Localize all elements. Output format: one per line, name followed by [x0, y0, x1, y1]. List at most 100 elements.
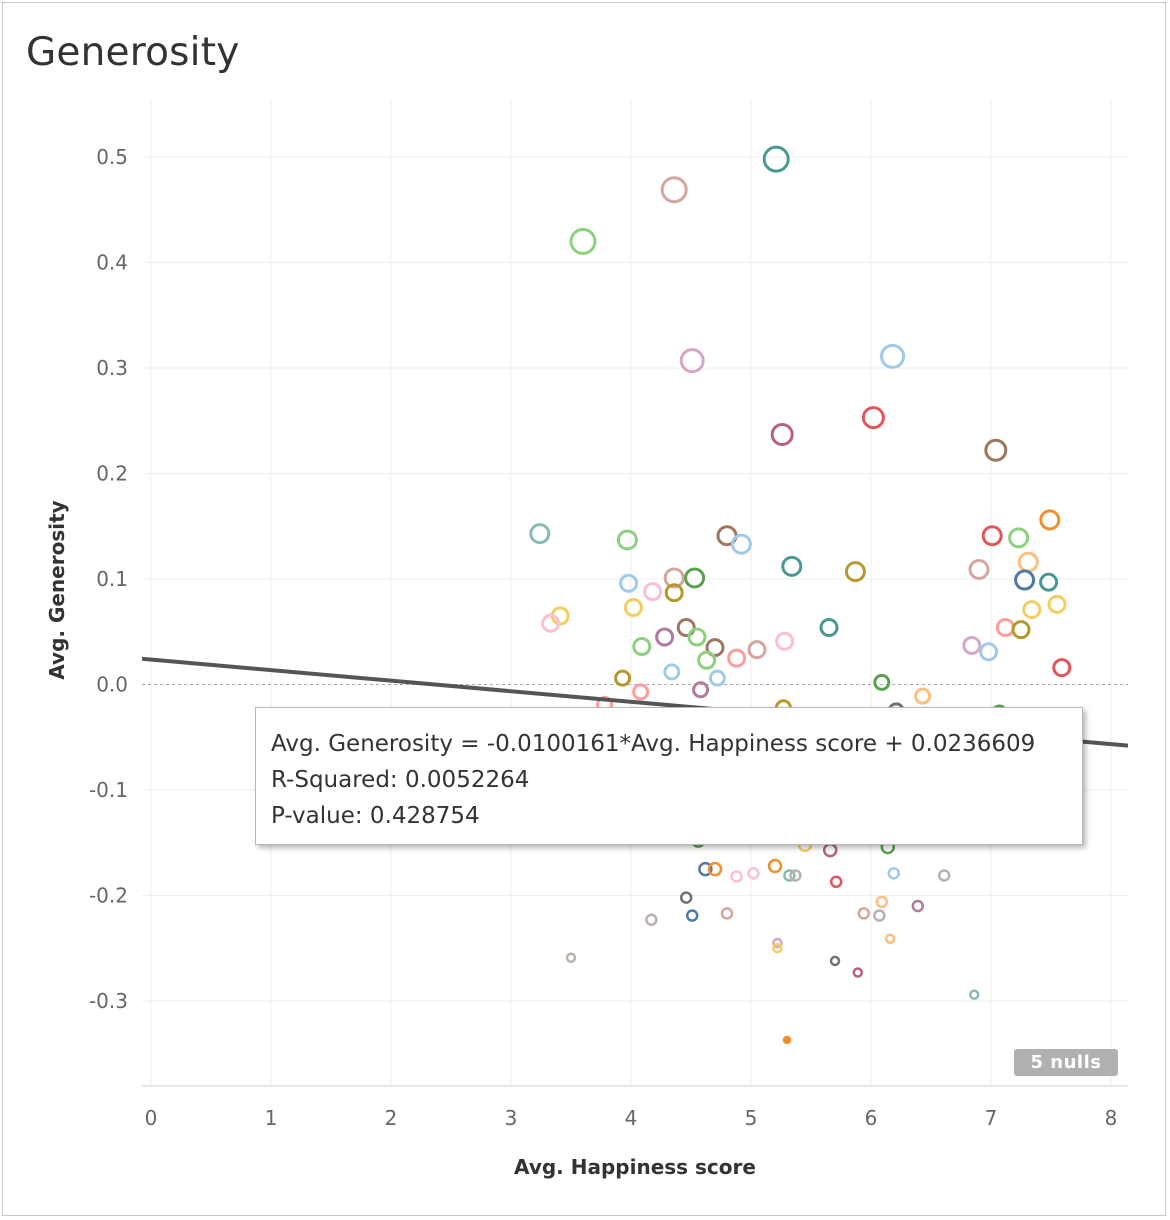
data-point[interactable]	[844, 561, 866, 583]
data-point[interactable]	[829, 955, 841, 967]
data-point[interactable]	[645, 913, 658, 927]
x-tick-label: 0	[145, 1106, 158, 1130]
x-tick-labels: 0 1 2 3 4 5 6 7 8	[145, 1106, 1118, 1130]
data-point[interactable]	[730, 533, 752, 555]
data-point[interactable]	[822, 842, 838, 858]
data-point[interactable]	[643, 582, 663, 602]
y-tick-label: 0.2	[96, 462, 128, 486]
data-point[interactable]	[962, 635, 982, 655]
data-point[interactable]	[829, 875, 843, 889]
data-point[interactable]	[861, 406, 885, 430]
nulls-indicator[interactable]: 5 nulls	[1014, 1049, 1118, 1076]
data-point[interactable]	[664, 583, 684, 603]
data-point[interactable]	[619, 573, 639, 593]
data-point[interactable]	[541, 613, 561, 633]
data-point[interactable]	[632, 637, 652, 657]
data-point[interactable]	[707, 861, 723, 877]
y-tick-label: 0.4	[96, 251, 128, 275]
data-point[interactable]	[655, 627, 675, 647]
data-point[interactable]	[708, 669, 726, 687]
data-point[interactable]	[875, 895, 889, 909]
data-point[interactable]	[1039, 509, 1061, 531]
data-point[interactable]	[968, 559, 990, 581]
data-point[interactable]	[720, 907, 734, 920]
data-point[interactable]	[789, 869, 802, 882]
data-point[interactable]	[775, 631, 795, 651]
data-point[interactable]	[747, 867, 760, 880]
data-point[interactable]	[685, 909, 699, 922]
data-point[interactable]	[767, 858, 783, 874]
data-point[interactable]	[995, 618, 1015, 638]
data-point[interactable]	[1008, 527, 1030, 549]
data-point[interactable]	[911, 899, 925, 913]
data-point[interactable]	[1052, 658, 1072, 678]
data-point[interactable]	[781, 555, 803, 577]
y-tick-label: -0.1	[89, 778, 128, 802]
data-point[interactable]	[819, 618, 839, 638]
x-gridlines	[150, 100, 1112, 1086]
y-tick-label: 0.1	[96, 567, 128, 591]
x-tick-label: 7	[985, 1106, 998, 1130]
data-point[interactable]	[614, 669, 632, 687]
data-point[interactable]	[884, 933, 896, 945]
data-point[interactable]	[937, 869, 951, 882]
chart-title: Generosity	[26, 30, 240, 75]
data-point[interactable]	[770, 422, 794, 446]
data-point[interactable]	[727, 648, 747, 668]
data-point[interactable]	[979, 642, 999, 662]
data-point[interactable]	[705, 638, 725, 658]
data-points[interactable]	[529, 145, 1072, 1045]
data-point[interactable]	[782, 1035, 792, 1045]
data-point[interactable]	[569, 227, 597, 255]
data-point[interactable]	[914, 687, 932, 705]
tooltip-equation: Avg. Generosity = -0.0100161*Avg. Happin…	[271, 731, 1036, 757]
data-point[interactable]	[887, 867, 901, 880]
data-point[interactable]	[873, 909, 886, 922]
data-point[interactable]	[984, 438, 1008, 462]
tooltip-p-value: P-value: 0.428754	[271, 803, 480, 829]
data-point[interactable]	[968, 989, 980, 1000]
data-point[interactable]	[663, 567, 685, 589]
data-point[interactable]	[873, 673, 891, 691]
data-point[interactable]	[880, 343, 906, 369]
data-point[interactable]	[679, 348, 705, 374]
data-point[interactable]	[1017, 551, 1039, 573]
data-point[interactable]	[857, 907, 871, 920]
data-point[interactable]	[1022, 600, 1042, 620]
data-point[interactable]	[747, 640, 767, 660]
data-point[interactable]	[697, 650, 717, 670]
x-tick-label: 5	[745, 1106, 758, 1130]
x-tick-label: 4	[625, 1106, 638, 1130]
x-tick-label: 2	[385, 1106, 398, 1130]
data-point[interactable]	[632, 683, 650, 701]
data-point[interactable]	[529, 523, 551, 545]
data-point[interactable]	[660, 176, 688, 204]
data-point[interactable]	[684, 567, 706, 589]
data-point[interactable]	[698, 861, 713, 877]
data-point[interactable]	[692, 681, 710, 699]
data-point[interactable]	[565, 952, 577, 963]
data-point[interactable]	[623, 597, 643, 617]
data-point[interactable]	[1014, 569, 1036, 591]
data-point[interactable]	[1039, 572, 1059, 592]
y-tick-label: -0.2	[89, 884, 128, 908]
data-point[interactable]	[772, 937, 783, 949]
data-point[interactable]	[981, 525, 1003, 547]
data-point[interactable]	[616, 529, 638, 551]
x-tick-label: 8	[1105, 1106, 1118, 1130]
data-point[interactable]	[679, 891, 693, 904]
data-point[interactable]	[663, 663, 681, 681]
data-point[interactable]	[1011, 620, 1031, 640]
data-point[interactable]	[730, 870, 743, 883]
trend-line-tooltip: Avg. Generosity = -0.0100161*Avg. Happin…	[255, 707, 1083, 845]
data-point[interactable]	[783, 869, 796, 882]
data-point[interactable]	[852, 967, 864, 978]
data-point[interactable]	[762, 145, 790, 173]
data-point[interactable]	[687, 627, 707, 647]
data-point[interactable]	[1047, 594, 1067, 614]
data-point[interactable]	[676, 618, 696, 638]
data-point[interactable]	[772, 943, 783, 954]
x-tick-label: 6	[865, 1106, 878, 1130]
